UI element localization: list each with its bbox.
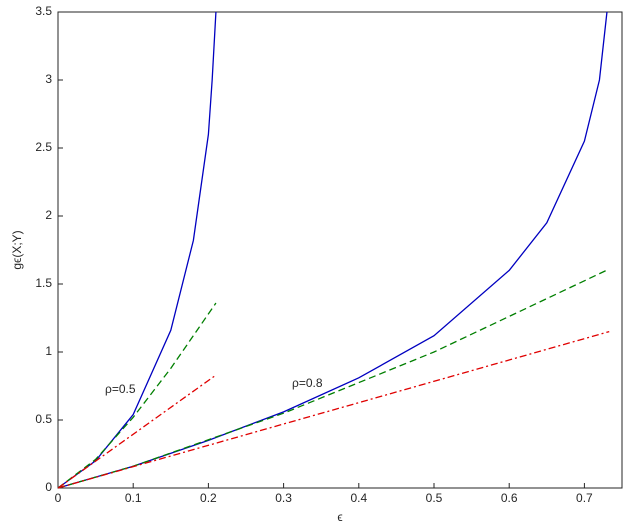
line-series xyxy=(57,302,217,489)
y-tick-label: 0.5 xyxy=(35,412,52,426)
x-tick-label: 0.3 xyxy=(275,491,292,505)
line-series xyxy=(57,268,610,489)
x-tick-label: 0.6 xyxy=(501,491,518,505)
line-series xyxy=(57,330,610,489)
x-tick-label: 0.2 xyxy=(200,491,217,505)
annotation: ρ=0.5 xyxy=(105,382,136,396)
y-tick-label: 0 xyxy=(45,480,52,494)
y-tick-label: 1.5 xyxy=(35,276,52,290)
x-axis-label: ϵ xyxy=(337,510,342,524)
y-tick-label: 3.5 xyxy=(35,4,52,18)
y-axis-label: gϵ(X;Y) xyxy=(10,230,24,269)
x-tick-label: 0.1 xyxy=(125,491,142,505)
line-series xyxy=(57,374,217,489)
x-tick-label: 0 xyxy=(55,491,62,505)
plot-frame xyxy=(57,11,623,489)
y-tick-label: 1 xyxy=(45,344,52,358)
line-series xyxy=(57,11,608,489)
x-tick-label: 0.7 xyxy=(576,491,593,505)
annotation: ρ=0.8 xyxy=(292,376,323,390)
y-tick-label: 2.5 xyxy=(35,140,52,154)
x-tick-label: 0.4 xyxy=(350,491,367,505)
y-tick-label: 2 xyxy=(45,208,52,222)
x-tick-label: 0.5 xyxy=(426,491,443,505)
y-tick-label: 3 xyxy=(45,72,52,86)
